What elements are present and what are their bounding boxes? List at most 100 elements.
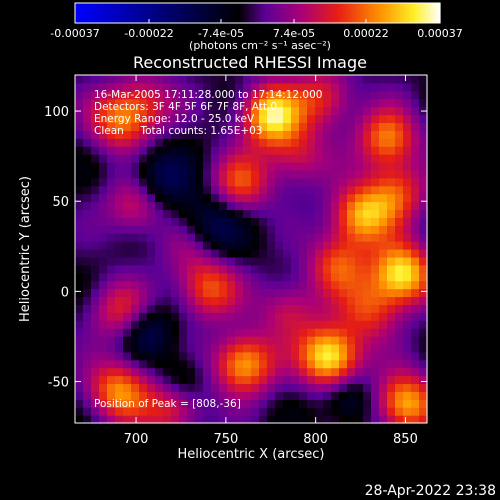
heatmap-cell xyxy=(211,185,220,195)
heatmap-cell xyxy=(339,193,348,203)
colorbar-swatch xyxy=(292,3,296,23)
heatmap-cell xyxy=(395,114,404,124)
heatmap-cell xyxy=(235,201,244,211)
heatmap-cell xyxy=(139,209,148,218)
heatmap-cell xyxy=(123,169,132,179)
heatmap-cell xyxy=(155,138,164,147)
heatmap-cell xyxy=(331,399,340,408)
heatmap-cell xyxy=(331,256,340,266)
heatmap-cell xyxy=(179,169,188,179)
heatmap-cell xyxy=(379,407,388,416)
heatmap-cell xyxy=(227,82,236,92)
colorbar-swatch xyxy=(110,3,114,23)
heatmap-cell xyxy=(299,336,308,345)
heatmap-cell xyxy=(171,75,180,84)
heatmap-cell xyxy=(363,351,372,361)
heatmap-cell xyxy=(83,359,92,369)
heatmap-cell xyxy=(107,201,116,211)
heatmap-cell xyxy=(347,241,356,250)
heatmap-cell xyxy=(147,130,156,139)
heatmap-cell xyxy=(331,138,340,147)
heatmap-cell xyxy=(235,106,244,116)
heatmap-cell xyxy=(203,367,212,377)
heatmap-cell xyxy=(267,185,276,195)
heatmap-cell xyxy=(235,391,244,400)
heatmap-cell xyxy=(355,162,364,171)
heatmap-cell xyxy=(211,217,220,226)
colorbar-swatch xyxy=(277,3,281,23)
heatmap-cell xyxy=(171,343,180,353)
heatmap-cell xyxy=(203,280,212,290)
heatmap-cell xyxy=(99,288,108,298)
heatmap-cell xyxy=(371,146,380,155)
heatmap-cell xyxy=(227,241,236,250)
heatmap-cell xyxy=(75,154,84,163)
heatmap-cell xyxy=(315,359,324,369)
heatmap-cell xyxy=(339,249,348,258)
heatmap-cell xyxy=(355,280,364,290)
heatmap-cell xyxy=(315,256,324,266)
heatmap-cell xyxy=(323,264,332,274)
heatmap-cell xyxy=(91,185,100,195)
heatmap-cell xyxy=(179,399,188,408)
heatmap-cell xyxy=(195,233,204,242)
heatmap-cell xyxy=(115,146,124,155)
heatmap-cell xyxy=(115,407,124,416)
heatmap-cell xyxy=(291,154,300,163)
heatmap-cell xyxy=(307,138,316,147)
colorbar-swatch xyxy=(352,3,356,23)
heatmap-cell xyxy=(91,336,100,345)
heatmap-cell xyxy=(115,90,124,100)
heatmap-cell xyxy=(403,122,412,131)
colorbar-swatch xyxy=(177,3,181,23)
heatmap-cell xyxy=(187,264,196,274)
heatmap-cell xyxy=(323,359,332,369)
heatmap-cell xyxy=(315,383,324,392)
heatmap-cell xyxy=(107,75,116,84)
heatmap-cell xyxy=(99,90,108,100)
heatmap-cell xyxy=(107,399,116,408)
heatmap-cell xyxy=(195,391,204,400)
heatmap-cell xyxy=(139,130,148,139)
heatmap-cell xyxy=(363,249,372,258)
heatmap-cell xyxy=(147,177,156,187)
heatmap-cell xyxy=(163,375,172,385)
heatmap-cell xyxy=(171,383,180,392)
heatmap-cell xyxy=(235,343,244,353)
heatmap-cell xyxy=(347,383,356,392)
heatmap-cell xyxy=(411,328,420,337)
heatmap-cell xyxy=(155,280,164,290)
heatmap-cell xyxy=(347,391,356,400)
heatmap-cell xyxy=(307,82,316,92)
heatmap-cell xyxy=(123,98,132,108)
heatmap-cell xyxy=(211,162,220,171)
heatmap-cell xyxy=(259,343,268,353)
heatmap-cell xyxy=(363,82,372,92)
heatmap-cell xyxy=(187,241,196,250)
heatmap-cell xyxy=(227,225,236,234)
heatmap-cell xyxy=(403,114,412,124)
heatmap-cell xyxy=(339,328,348,337)
colorbar-swatch xyxy=(270,3,274,23)
heatmap-cell xyxy=(347,351,356,361)
heatmap-cell xyxy=(171,106,180,116)
heatmap-cell xyxy=(163,336,172,345)
heatmap-cell xyxy=(99,415,108,424)
heatmap-cell xyxy=(267,146,276,155)
heatmap-cell xyxy=(419,162,428,171)
heatmap-cell xyxy=(75,169,84,179)
heatmap-cell xyxy=(339,177,348,187)
heatmap-cell xyxy=(243,296,252,305)
heatmap-cell xyxy=(75,256,84,266)
heatmap-cell xyxy=(259,407,268,416)
heatmap-cell xyxy=(363,106,372,116)
heatmap-cell xyxy=(123,343,132,353)
colorbar-swatch xyxy=(297,3,301,23)
heatmap-cell xyxy=(347,162,356,171)
heatmap-cell xyxy=(371,336,380,345)
heatmap-cell xyxy=(163,146,172,155)
heatmap-cell xyxy=(187,383,196,392)
heatmap-cell xyxy=(163,343,172,353)
heatmap-cell xyxy=(131,272,140,282)
heatmap-cell xyxy=(347,304,356,313)
